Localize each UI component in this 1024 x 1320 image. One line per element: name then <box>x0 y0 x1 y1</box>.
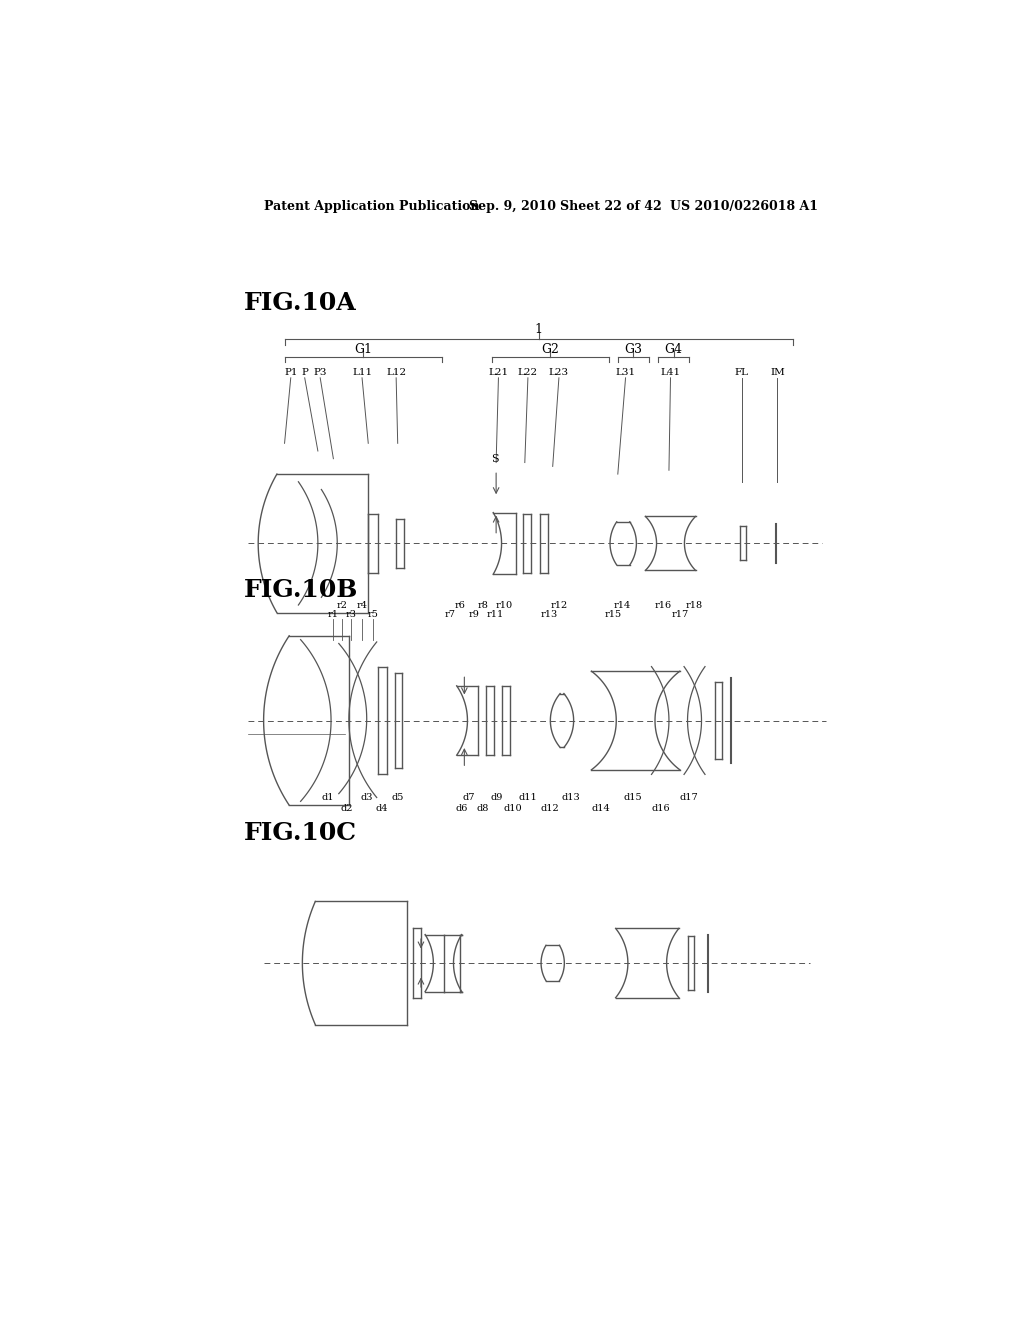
Text: P3: P3 <box>313 368 327 378</box>
Text: FIG.10C: FIG.10C <box>245 821 357 845</box>
Text: d7: d7 <box>463 793 475 803</box>
Text: L12: L12 <box>386 368 407 378</box>
Text: d13: d13 <box>562 793 581 803</box>
Text: r5: r5 <box>368 610 378 619</box>
Text: d1: d1 <box>322 793 334 803</box>
Text: US 2010/0226018 A1: US 2010/0226018 A1 <box>671 199 818 213</box>
Text: d14: d14 <box>592 804 610 813</box>
Text: r7: r7 <box>444 610 456 619</box>
Text: r6: r6 <box>455 601 465 610</box>
Text: L31: L31 <box>615 368 636 378</box>
Text: L21: L21 <box>488 368 509 378</box>
Text: r1: r1 <box>327 610 338 619</box>
Text: d17: d17 <box>680 793 698 803</box>
Text: r9: r9 <box>468 610 479 619</box>
Text: G3: G3 <box>625 343 642 356</box>
Text: r10: r10 <box>496 601 513 610</box>
Text: d2: d2 <box>340 804 353 813</box>
Text: r8: r8 <box>477 601 488 610</box>
Text: d6: d6 <box>455 804 467 813</box>
Text: d10: d10 <box>503 804 521 813</box>
Text: P: P <box>301 368 308 378</box>
Text: S: S <box>492 454 499 463</box>
Text: d4: d4 <box>376 804 388 813</box>
Text: r17: r17 <box>671 610 688 619</box>
Text: d15: d15 <box>624 793 643 803</box>
Text: IM: IM <box>770 368 784 378</box>
Text: L22: L22 <box>518 368 538 378</box>
Text: 1: 1 <box>535 323 543 335</box>
Text: L41: L41 <box>660 368 681 378</box>
Text: r13: r13 <box>541 610 558 619</box>
Text: d5: d5 <box>391 793 403 803</box>
Text: FL: FL <box>735 368 749 378</box>
Text: d3: d3 <box>360 793 373 803</box>
Text: r18: r18 <box>685 601 702 610</box>
Text: d8: d8 <box>477 804 489 813</box>
Text: Sheet 22 of 42: Sheet 22 of 42 <box>560 199 663 213</box>
Text: G4: G4 <box>665 343 683 356</box>
Text: r12: r12 <box>550 601 567 610</box>
Text: Sep. 9, 2010: Sep. 9, 2010 <box>469 199 556 213</box>
Text: r14: r14 <box>613 601 631 610</box>
Text: Patent Application Publication: Patent Application Publication <box>263 199 479 213</box>
Text: G1: G1 <box>354 343 372 356</box>
Text: r11: r11 <box>486 610 504 619</box>
Text: FIG.10A: FIG.10A <box>245 292 357 315</box>
Text: d11: d11 <box>518 793 538 803</box>
Text: G2: G2 <box>542 343 559 356</box>
Text: L23: L23 <box>549 368 569 378</box>
Text: r4: r4 <box>356 601 368 610</box>
Text: r2: r2 <box>337 601 347 610</box>
Text: r3: r3 <box>346 610 356 619</box>
Text: L11: L11 <box>352 368 372 378</box>
Text: P1: P1 <box>284 368 298 378</box>
Text: d9: d9 <box>490 793 503 803</box>
Text: r15: r15 <box>604 610 622 619</box>
Text: FIG.10B: FIG.10B <box>245 578 358 602</box>
Text: d16: d16 <box>652 804 671 813</box>
Text: r16: r16 <box>654 601 672 610</box>
Text: d12: d12 <box>541 804 559 813</box>
